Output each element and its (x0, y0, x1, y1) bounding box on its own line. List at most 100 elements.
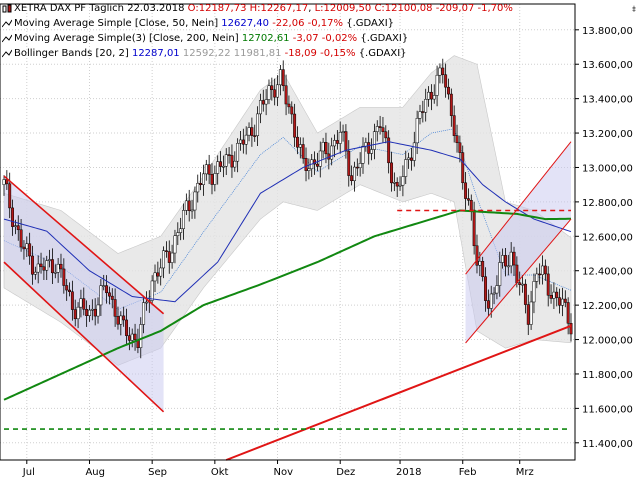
candle-body (276, 84, 279, 98)
x-tick-label: Sep (148, 467, 167, 478)
candle-body (22, 246, 26, 250)
candle-body (447, 86, 450, 95)
candle-body (481, 260, 485, 277)
line-icon (1, 49, 13, 59)
candle-body (466, 198, 470, 201)
candle-body (187, 200, 191, 211)
candle-body (221, 165, 225, 168)
candle-body (258, 100, 262, 115)
candle-body (219, 161, 222, 167)
candle-body (532, 281, 536, 303)
legend-change: -209,07 (435, 3, 475, 14)
candle-body (199, 182, 203, 185)
candle-body (184, 200, 188, 211)
candle-body (372, 131, 376, 150)
candle-body (504, 255, 507, 267)
candle-body (261, 100, 265, 105)
x-tick-label: Dez (336, 467, 355, 478)
candle-body (216, 161, 220, 174)
candle-body (506, 265, 510, 268)
candle-body (523, 283, 527, 305)
candle-body (296, 136, 299, 148)
x-tick-label: Feb (459, 467, 477, 478)
candle-body (45, 260, 49, 271)
candle-body (461, 152, 465, 184)
candle-body (70, 291, 74, 310)
candle-body (96, 304, 100, 317)
legend-sma50: Moving Average Simple [Close, 50, Nein] … (1, 16, 513, 31)
x-tick-label: 2018 (396, 467, 421, 478)
y-tick-label: 11.800,00 (582, 370, 633, 381)
y-tick-label: 12.600,00 (582, 232, 633, 243)
x-tick-label: Nov (274, 467, 294, 478)
support-trendline (225, 324, 572, 461)
falling-channel-lower (3, 261, 165, 413)
candle-body (201, 173, 205, 185)
bb-lower-value: 11981,81 (233, 48, 282, 59)
candle-body (558, 297, 562, 306)
candle-body (247, 127, 251, 136)
candle-body (390, 162, 393, 184)
candle-body (42, 266, 46, 271)
candle-body (347, 150, 351, 176)
candle-body (127, 335, 131, 341)
candle-body (375, 126, 379, 132)
bollinger-fill (3, 55, 572, 366)
candle-body (432, 95, 436, 100)
candle-body (412, 142, 416, 161)
candle-body (133, 333, 137, 340)
candle-body (207, 164, 211, 175)
candle-body (62, 268, 66, 286)
candle-body (253, 135, 257, 137)
legend-sma200: Moving Average Simple(3) [Close, 200, Ne… (1, 31, 513, 46)
sma200-symbol: {.GDAXI} (360, 33, 409, 44)
candle-body (82, 298, 86, 310)
sma200-line (3, 209, 572, 401)
candle-body (563, 298, 567, 303)
line-icon (1, 19, 13, 29)
candle-body (458, 142, 462, 153)
candle-body (535, 273, 539, 282)
expand-icon[interactable]: ⯒ (632, 5, 636, 15)
chart-legend: XETRA DAX PF Täglich 22.03.2018 O:12187,… (1, 1, 513, 61)
candle-body (464, 182, 468, 199)
candle-body (475, 245, 479, 266)
candle-body (566, 302, 570, 324)
rising-channel-upper (465, 141, 572, 275)
sma50-change: -22,06 (272, 18, 305, 29)
candle-body (449, 93, 453, 116)
candle-body (224, 154, 228, 167)
candle-body (122, 315, 126, 321)
candle-body (424, 98, 428, 113)
candle-body (13, 225, 17, 227)
candle-body (350, 175, 354, 182)
candle-body (190, 209, 194, 212)
candle-body (31, 255, 34, 275)
candle-body (150, 280, 154, 301)
candle-body (526, 304, 530, 325)
candle-body (543, 265, 547, 275)
candle-body (321, 142, 325, 152)
candle-body (415, 118, 419, 144)
legend-high: H:12267,17 (249, 3, 309, 14)
candle-body (404, 159, 408, 177)
candle-body (28, 243, 32, 257)
candle-body (444, 74, 448, 88)
candle-body (515, 264, 519, 284)
candle-body (509, 251, 513, 267)
candle-body (409, 157, 413, 161)
falling-channel-upper (3, 175, 165, 315)
candle-body (529, 301, 533, 325)
y-tick-label: 11.600,00 (582, 404, 633, 415)
candle-body (196, 182, 200, 193)
candle-body (278, 69, 282, 86)
candle-body (538, 273, 542, 276)
x-tick-label: Jul (22, 467, 35, 478)
candle-body (561, 298, 564, 306)
candle-body (281, 69, 285, 87)
candle-body (452, 115, 456, 136)
candle-body (48, 259, 52, 261)
candle-body (469, 199, 473, 211)
candle-body (213, 173, 217, 185)
y-tick-label: 13.000,00 (582, 163, 633, 174)
